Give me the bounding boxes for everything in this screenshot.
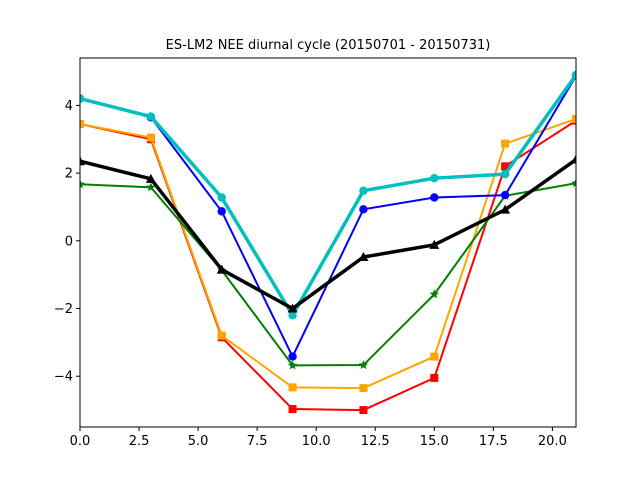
x-tick-label: 10.0 [302,434,331,449]
chart-title: ES-LM2 NEE diurnal cycle (20150701 - 201… [166,38,491,53]
data-point [430,352,439,361]
data-point [430,173,439,183]
data-point [359,384,368,393]
series-line [80,73,576,319]
x-tick-label: 2.5 [129,434,150,449]
x-tick-label: 0.0 [70,434,91,449]
series-5 [80,154,576,313]
x-tick-label: 15.0 [420,434,449,449]
data-point [145,173,156,183]
y-tick-label: −4 [54,370,73,385]
x-axis: 0.0 2.5 5.0 7.5 10.0 12.5 15.0 17.5 20.0 [70,427,567,449]
data-point [80,120,84,129]
data-point [501,162,510,171]
series-layer [80,70,576,415]
data-point [288,383,297,392]
data-point [358,360,369,370]
y-axis: −4 −2 0 2 4 [54,99,80,385]
data-point [430,193,439,202]
data-point [358,252,369,262]
data-point [571,178,576,188]
data-point [430,373,439,382]
data-point [288,311,297,320]
series-2 [80,178,576,370]
data-point [217,331,226,340]
data-point [146,133,155,142]
data-point [146,182,156,192]
data-point [572,114,576,123]
data-point [80,179,85,189]
data-point [429,289,440,299]
series-4 [80,70,576,320]
x-tick-label: 5.0 [188,434,209,449]
series-line [80,182,576,367]
y-tick-label: 0 [65,234,73,249]
data-point [216,264,227,274]
x-tick-label: 7.5 [247,434,268,449]
y-tick-label: 2 [65,167,73,182]
series-1 [80,114,576,393]
data-point [500,190,510,200]
x-tick-label: 17.5 [479,434,508,449]
axes-frame [79,57,577,428]
data-point [500,169,510,179]
data-point [359,205,368,214]
data-point [288,352,297,361]
series-line [80,117,576,390]
data-point [146,112,156,121]
data-point [429,239,440,249]
y-tick-label: 4 [65,99,73,114]
data-point [287,303,298,313]
data-point [571,70,576,80]
data-point [359,186,368,195]
data-point [217,193,226,202]
data-point [359,406,368,415]
series-line [80,158,576,311]
data-point [287,360,298,370]
data-point [80,156,85,166]
data-point [501,139,510,148]
y-tick-label: −2 [54,302,73,317]
data-point [288,405,297,414]
x-tick-label: 12.5 [361,434,390,449]
data-point [80,94,85,103]
data-point [217,207,226,216]
x-tick-label: 20.0 [538,434,567,449]
data-point [500,204,511,214]
data-point [571,154,576,164]
